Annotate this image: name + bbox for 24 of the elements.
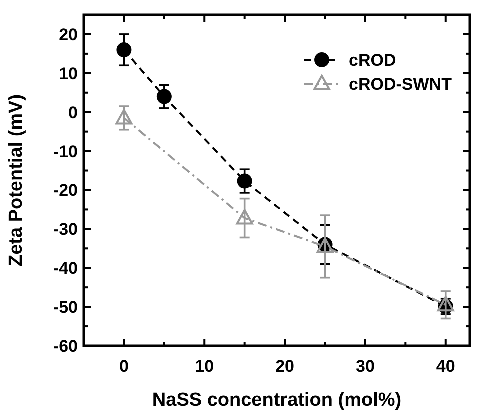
x-tick-label: 10: [195, 357, 214, 376]
x-tick-label: 30: [356, 357, 375, 376]
point: [437, 296, 454, 312]
y-axis-title: Zeta Potential (mV): [6, 94, 27, 267]
x-axis-title: NaSS concentration (mol%): [152, 390, 402, 411]
y-tick-label: 10: [59, 64, 78, 84]
y-tick-label: 20: [59, 25, 78, 44]
y-tick-label: 0: [68, 103, 78, 122]
y-tick-label: -10: [53, 142, 78, 162]
y-tick-label: -40: [53, 259, 78, 278]
y-tick-label: -50: [53, 298, 78, 318]
x-tick-label: 40: [436, 357, 456, 376]
point: [116, 109, 133, 125]
point: [236, 209, 254, 225]
point: [116, 42, 132, 58]
x-tick-label: 0: [119, 357, 129, 376]
point: [156, 89, 172, 104]
y-tick-label: -20: [53, 181, 78, 200]
legend-label: cROD: [349, 51, 396, 70]
x-tick-label: 20: [276, 357, 295, 376]
legend-label: cROD-SWNT: [349, 75, 453, 94]
y-tick-label: -60: [53, 337, 78, 356]
point: [237, 174, 252, 189]
y-tick-label: -30: [53, 220, 78, 240]
